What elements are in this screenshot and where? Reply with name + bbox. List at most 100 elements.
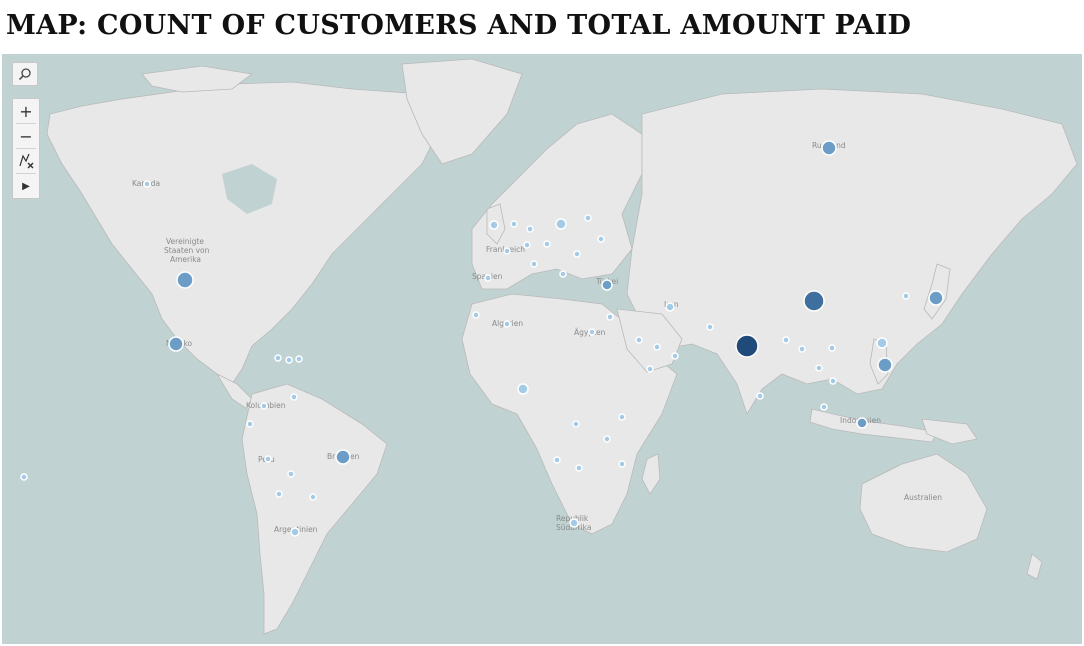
map-marker-romania[interactable]	[573, 250, 581, 258]
map-marker-greece[interactable]	[559, 270, 567, 278]
map-marker-caribbean[interactable]	[295, 355, 303, 363]
map-marker-malaysia[interactable]	[820, 403, 828, 411]
map-marker-indonesia[interactable]	[856, 417, 868, 429]
map-marker-tanzania[interactable]	[618, 460, 626, 468]
map-marker-india[interactable]	[735, 334, 759, 358]
land-masses	[46, 58, 1078, 635]
country-label: Australien	[904, 493, 942, 502]
country-label: Republik	[556, 514, 589, 523]
map-marker-netherlands[interactable]	[510, 220, 518, 228]
map-marker-caribbean[interactable]	[274, 354, 282, 362]
map-marker-uk[interactable]	[489, 220, 499, 230]
australia-land	[859, 453, 988, 553]
map-marker-nigeria[interactable]	[517, 383, 529, 395]
map-marker-pacific-island[interactable]	[20, 473, 28, 481]
map-marker-germany[interactable]	[526, 225, 534, 233]
arabia-land	[616, 308, 683, 373]
map-marker-caribbean[interactable]	[285, 356, 293, 364]
zoom-in-button[interactable]: +	[13, 99, 39, 123]
reset-map-button[interactable]	[13, 149, 39, 173]
map-marker-bangladesh[interactable]	[782, 336, 790, 344]
world-map[interactable]: Kanada Vereinigte Staaten von Amerika Me…	[2, 54, 1082, 644]
map-marker-china[interactable]	[803, 290, 825, 312]
map-marker-turkey[interactable]	[601, 279, 613, 291]
map-view[interactable]: Kanada Vereinigte Staaten von Amerika Me…	[2, 54, 1082, 644]
map-toolbar: + − ▶	[12, 62, 40, 199]
map-marker-philippines-south[interactable]	[877, 357, 893, 373]
map-marker-philippines[interactable]	[876, 337, 888, 349]
map-marker-ukraine[interactable]	[597, 235, 605, 243]
data-markers[interactable]	[20, 140, 944, 537]
map-marker-venezuela[interactable]	[290, 393, 298, 401]
south-america-land	[241, 383, 388, 635]
map-marker-thailand[interactable]	[815, 364, 823, 372]
expand-toolbar-button[interactable]: ▶	[13, 174, 39, 198]
map-marker-vietnam[interactable]	[828, 344, 836, 352]
indonesia-land	[809, 408, 938, 443]
arctic-islands-land	[141, 65, 253, 93]
map-marker-peru[interactable]	[264, 455, 272, 463]
country-label: Vereinigte	[166, 237, 204, 246]
map-marker-egypt[interactable]	[588, 328, 596, 336]
search-icon	[18, 68, 31, 81]
divider	[16, 173, 36, 174]
play-icon: ▶	[22, 180, 30, 192]
map-marker-poland[interactable]	[555, 218, 567, 230]
map-marker-paraguay[interactable]	[309, 493, 317, 501]
map-marker-argentina[interactable]	[290, 527, 300, 537]
page-title: MAP: COUNT OF CUSTOMERS AND TOTAL AMOUNT…	[6, 10, 912, 41]
new-zealand-land	[1026, 553, 1043, 580]
map-marker-pakistan[interactable]	[706, 323, 714, 331]
map-marker-uae[interactable]	[671, 352, 679, 360]
pin-reset-icon	[19, 153, 34, 169]
europe-land	[471, 113, 643, 290]
map-marker-sri-lanka[interactable]	[756, 392, 764, 400]
map-marker-kenya[interactable]	[603, 435, 611, 443]
map-marker-ecuador[interactable]	[246, 420, 254, 428]
map-marker-ethiopia[interactable]	[618, 413, 626, 421]
map-marker-morocco[interactable]	[472, 311, 480, 319]
divider	[16, 123, 36, 124]
map-marker-france[interactable]	[503, 247, 511, 255]
map-marker-belarus[interactable]	[584, 214, 592, 222]
map-marker-russia[interactable]	[821, 140, 837, 156]
map-marker-bolivia[interactable]	[287, 470, 295, 478]
map-marker-brazil[interactable]	[335, 449, 351, 465]
map-marker-south-africa[interactable]	[569, 518, 579, 528]
map-marker-canada[interactable]	[143, 180, 151, 188]
map-marker-israel[interactable]	[606, 313, 614, 321]
map-marker-japan[interactable]	[928, 290, 944, 306]
map-marker-iraq[interactable]	[635, 336, 643, 344]
map-search-button[interactable]	[12, 62, 38, 86]
north-america-land	[46, 81, 443, 385]
africa-land	[461, 293, 678, 535]
map-marker-saudi-arabia[interactable]	[653, 343, 661, 351]
map-marker-south-korea[interactable]	[902, 292, 910, 300]
greenland-land	[401, 58, 523, 165]
madagascar-land	[641, 453, 661, 495]
zoom-out-button[interactable]: −	[13, 124, 39, 148]
map-marker-myanmar[interactable]	[798, 345, 806, 353]
map-marker-yemen[interactable]	[646, 365, 654, 373]
map-marker-cambodia[interactable]	[829, 377, 837, 385]
map-marker-colombia[interactable]	[260, 402, 268, 410]
map-marker-mexico[interactable]	[168, 336, 184, 352]
zoom-controls: + − ▶	[12, 98, 40, 199]
divider	[16, 148, 36, 149]
map-marker-austria[interactable]	[543, 240, 551, 248]
map-marker-switzerland[interactable]	[523, 241, 531, 249]
map-marker-algeria[interactable]	[503, 320, 511, 328]
map-marker-congo[interactable]	[572, 420, 580, 428]
new-guinea-land	[921, 418, 978, 445]
map-marker-iran[interactable]	[665, 302, 675, 312]
map-marker-spain[interactable]	[484, 274, 492, 282]
map-marker-usa[interactable]	[176, 271, 194, 289]
map-marker-zambia[interactable]	[575, 464, 583, 472]
country-label: Staaten von	[164, 246, 210, 255]
hudson-bay	[222, 164, 277, 214]
map-marker-chile[interactable]	[275, 490, 283, 498]
map-marker-angola[interactable]	[553, 456, 561, 464]
map-marker-italy[interactable]	[530, 260, 538, 268]
country-label: Amerika	[170, 255, 201, 264]
asia-land	[626, 88, 1078, 415]
